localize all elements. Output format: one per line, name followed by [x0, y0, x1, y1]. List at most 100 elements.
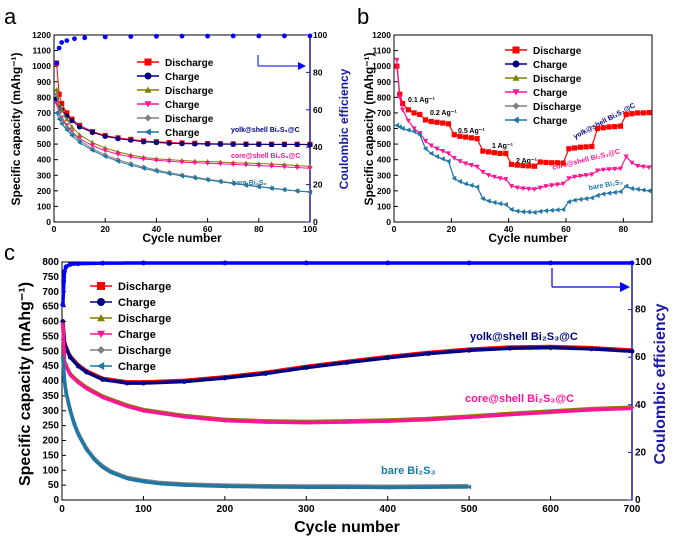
data-point	[526, 163, 532, 169]
data-point	[269, 141, 275, 148]
data-point	[629, 406, 635, 411]
data-point	[400, 100, 406, 107]
data-point	[61, 372, 66, 378]
data-point	[594, 168, 601, 174]
y-tick-label: 0	[53, 495, 59, 506]
ce-point	[303, 260, 309, 266]
data-point	[303, 420, 309, 426]
y-tick-label: 600	[37, 124, 51, 134]
data-point	[600, 125, 606, 131]
legend-label: Charge	[118, 361, 156, 373]
x-tick-label: 0	[52, 224, 57, 234]
y-tick-label: 500	[37, 139, 51, 149]
data-point	[115, 152, 121, 157]
data-point	[263, 484, 268, 490]
legend-label: Discharge	[118, 345, 171, 357]
data-point	[635, 186, 640, 192]
data-point	[486, 198, 491, 204]
legend-label: Charge	[118, 329, 156, 341]
legend-marker	[97, 314, 105, 322]
data-point	[307, 142, 313, 148]
legend-marker	[144, 86, 152, 93]
data-point	[92, 457, 97, 463]
data-point	[451, 175, 457, 181]
data-point	[480, 170, 486, 175]
panel-a-series	[53, 33, 313, 195]
data-point	[463, 161, 469, 167]
data-point	[428, 150, 434, 157]
panel-a-y2label: Coulombic efficiency	[337, 68, 351, 189]
x-tick-label: 20	[447, 224, 457, 234]
y-tick-label: 1200	[372, 30, 391, 40]
data-point	[503, 177, 509, 182]
data-point	[572, 145, 578, 151]
data-point	[497, 176, 503, 181]
data-point	[153, 168, 159, 174]
panel-c-annot-core: core@shell Bi₂S₃@C	[465, 393, 574, 405]
ce-point	[63, 264, 69, 270]
data-point	[230, 141, 236, 147]
legend-marker	[512, 116, 519, 124]
y-tick-label: 1100	[373, 46, 392, 56]
panel-a-annot-bare: bare Bi₂S₃	[232, 180, 267, 187]
data-point	[67, 354, 73, 360]
data-point	[635, 163, 641, 169]
data-point	[67, 408, 73, 414]
data-point	[629, 111, 635, 117]
data-point	[560, 160, 566, 166]
data-point	[69, 124, 75, 130]
ce-point	[154, 33, 159, 39]
data-point	[537, 159, 543, 165]
data-point	[269, 185, 274, 191]
ce-arrow-head	[620, 282, 630, 292]
data-point	[526, 209, 531, 215]
panel-c-ylabel: Specific capacity (mAhg⁻¹)	[17, 282, 34, 486]
ce-point	[62, 269, 67, 274]
data-point	[243, 182, 249, 188]
ce-point	[307, 33, 313, 39]
data-point	[294, 141, 300, 148]
data-point	[179, 173, 185, 179]
data-point	[451, 132, 457, 138]
legend-label: Discharge	[533, 74, 582, 85]
y-tick-label: 400	[377, 155, 391, 165]
data-point	[243, 162, 249, 168]
data-point	[102, 148, 108, 154]
data-point	[181, 482, 187, 488]
data-point	[549, 207, 554, 213]
data-point	[543, 159, 549, 166]
y-tick-label: 1200	[32, 30, 51, 40]
data-point	[514, 185, 520, 191]
data-point	[411, 129, 417, 135]
panel-b-annot-yolk: yolk@shell Bi₂S₃@C	[573, 102, 637, 140]
data-point	[115, 158, 121, 164]
data-point	[640, 110, 646, 116]
series-line	[396, 59, 650, 190]
y2-tick-label: 20	[313, 180, 323, 190]
series-line	[396, 124, 650, 213]
data-point	[543, 184, 549, 189]
data-point	[466, 347, 472, 353]
data-point	[222, 483, 227, 489]
data-point	[617, 123, 624, 129]
data-point	[457, 133, 463, 139]
y-tick-label: 800	[42, 257, 59, 268]
data-point	[548, 345, 553, 351]
data-point	[428, 143, 434, 149]
ce-point	[82, 35, 88, 41]
data-point	[344, 420, 350, 425]
y-tick-label: 800	[37, 92, 51, 102]
y2-tick-label: 60	[635, 352, 647, 363]
data-point	[166, 140, 172, 146]
data-point	[205, 141, 211, 147]
legend-label: Charge	[533, 88, 568, 99]
data-point	[434, 119, 440, 125]
data-point	[192, 141, 198, 147]
data-point	[166, 171, 172, 177]
data-point	[124, 380, 130, 386]
legend-label: Charge	[165, 72, 200, 83]
ce-point	[64, 38, 70, 44]
data-point	[100, 377, 106, 382]
y-tick-label: 800	[377, 92, 391, 102]
